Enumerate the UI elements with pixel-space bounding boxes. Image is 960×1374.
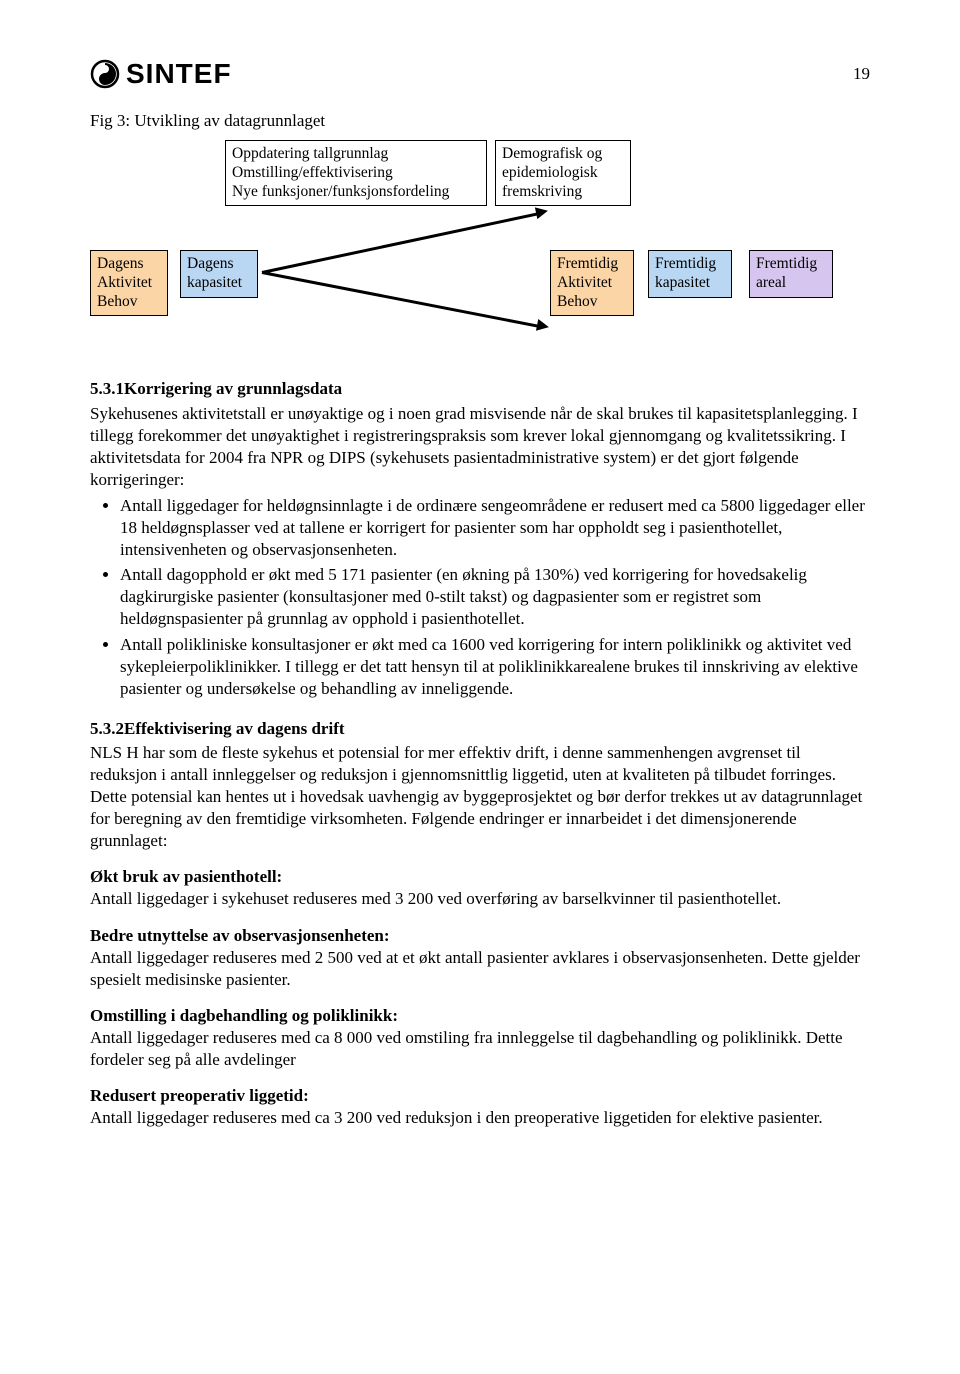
- diagram-box: Fremtidigareal: [749, 250, 833, 297]
- list-item: Antall liggedager for heldøgnsinnlagte i…: [120, 495, 870, 561]
- diagram-box: DagensAktivitetBehov: [90, 250, 168, 316]
- list-item: Antall dagopphold er økt med 5 171 pasie…: [120, 564, 870, 630]
- block-body: Antall liggedager i sykehuset reduseres …: [90, 888, 870, 910]
- block-body: Antall liggedager reduseres med 2 500 ve…: [90, 947, 870, 991]
- figure-caption: Fig 3: Utvikling av datagrunnlaget: [90, 110, 870, 132]
- page-header: SINTEF 19: [90, 56, 870, 92]
- section-5-3-1-heading: 5.3.1Korrigering av grunnlagsdata: [90, 378, 870, 400]
- diagram-box: Oppdatering tallgrunnlagOmstilling/effek…: [225, 140, 487, 206]
- diagram-box: Dagenskapasitet: [180, 250, 258, 297]
- block-heading: Bedre utnyttelse av observasjonsenheten:: [90, 925, 870, 947]
- logo-mark-icon: [90, 59, 120, 89]
- section-5-3-2-heading: 5.3.2Effektivisering av dagens drift: [90, 718, 870, 740]
- list-item: Antall polikliniske konsultasjoner er øk…: [120, 634, 870, 700]
- diagram-box: Demografisk ogepidemiologiskfremskriving: [495, 140, 631, 206]
- logo-text: SINTEF: [126, 56, 232, 92]
- block-body: Antall liggedager reduseres med ca 3 200…: [90, 1107, 870, 1129]
- page-number: 19: [853, 63, 870, 85]
- section-5-3-1-list: Antall liggedager for heldøgnsinnlagte i…: [90, 495, 870, 700]
- arrow-head-icon: [535, 205, 549, 219]
- paragraph-blocks: Økt bruk av pasienthotell:Antall liggeda…: [90, 866, 870, 1129]
- sintef-logo: SINTEF: [90, 56, 232, 92]
- block-body: Antall liggedager reduseres med ca 8 000…: [90, 1027, 870, 1071]
- section-5-3-2-body: NLS H har som de fleste sykehus et poten…: [90, 742, 870, 852]
- block-heading: Økt bruk av pasienthotell:: [90, 866, 870, 888]
- arrow-head-icon: [536, 319, 550, 333]
- diagram-box: Fremtidigkapasitet: [648, 250, 732, 297]
- section-5-3-1-intro: Sykehusenes aktivitetstall er unøyaktige…: [90, 403, 870, 491]
- arrow-line: [262, 272, 541, 329]
- block-heading: Omstilling i dagbehandling og poliklinik…: [90, 1005, 870, 1027]
- diagram-box: FremtidigAktivitetBehov: [550, 250, 634, 316]
- figure-diagram: Oppdatering tallgrunnlagOmstilling/effek…: [90, 140, 870, 360]
- block-heading: Redusert preoperativ liggetid:: [90, 1085, 870, 1107]
- arrow-line: [262, 212, 540, 274]
